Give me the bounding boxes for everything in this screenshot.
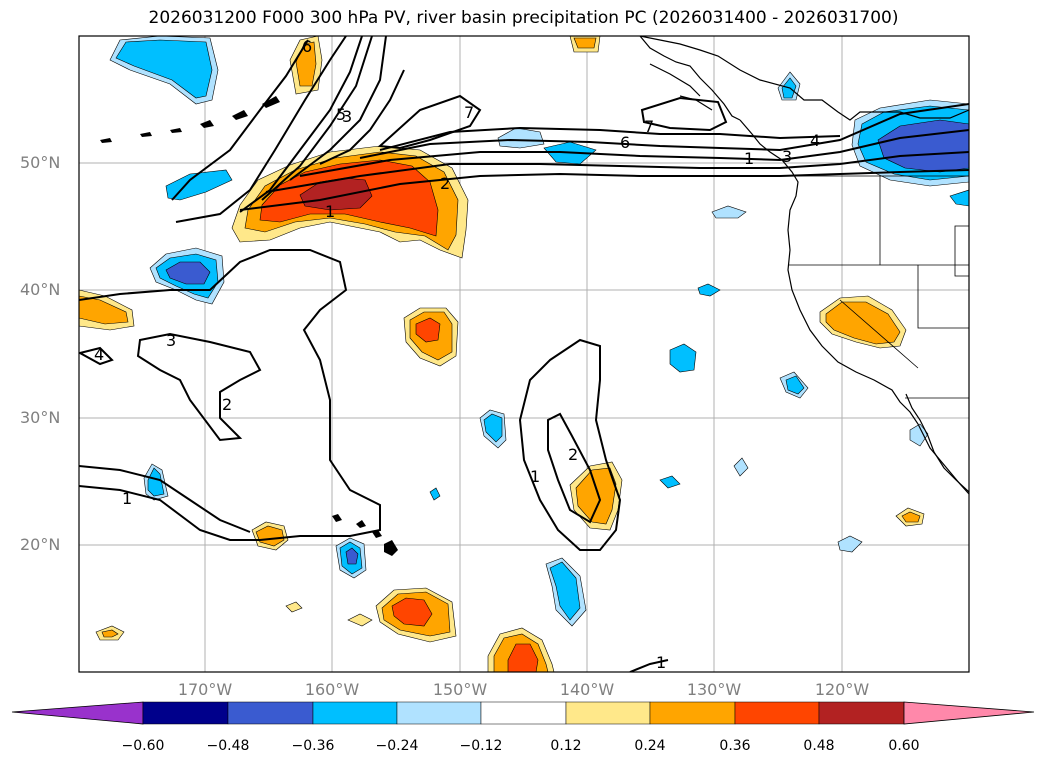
map-panel: 1 2 3 4 5 6 7 1 2 3 1 2 1 3 4 6 7 1: [78, 35, 970, 673]
map-frame: [78, 35, 970, 673]
contour-label: 1: [122, 489, 132, 508]
lon-label-170w: 170°W: [177, 680, 233, 699]
colorbar-segment: [142, 701, 229, 725]
lon-label-120w: 120°W: [814, 680, 870, 699]
lon-label-160w: 160°W: [304, 680, 360, 699]
state-borders: [788, 175, 969, 399]
colorbar-tick-label: 0.24: [634, 738, 666, 754]
colorbar-tick-label: 0.36: [719, 738, 751, 754]
contour-labels: 1 2 3 4 5 6 7 1 2 3 1 2 1 3 4 6 7 1: [94, 37, 820, 672]
contour-label: 5: [336, 105, 346, 124]
contour-label: 1: [656, 653, 666, 672]
contour-label: 3: [782, 147, 792, 166]
colorbar-tick-label: 0.48: [803, 738, 835, 754]
contour-label: 1: [325, 202, 335, 221]
colorbar-tick-label: −0.60: [121, 738, 165, 754]
colorbar-segment: [565, 701, 651, 725]
contour-label: 3: [166, 331, 176, 350]
colorbar-segment: [734, 701, 820, 725]
pv-contour-7-loop: [377, 94, 482, 150]
negative-precip-anomalies: [109, 36, 969, 627]
colorbar-extend-high: [903, 701, 1035, 725]
contour-label: 7: [644, 117, 654, 136]
lat-label-20n: 20°N: [20, 535, 61, 554]
colorbar-segment: [396, 701, 482, 725]
colorbar-tick-label: 0.12: [550, 738, 582, 754]
aleutian-islands: [100, 96, 280, 143]
colorbar-segment: [818, 701, 905, 725]
positive-precip-anomalies: [79, 36, 925, 672]
contour-label: 7: [464, 103, 474, 122]
lon-label-130w: 130°W: [686, 680, 742, 699]
colorbar-tick-label: −0.36: [291, 738, 335, 754]
colorbar-tick-label: −0.24: [375, 738, 419, 754]
contour-label: 2: [440, 174, 450, 193]
contour-label: 2: [222, 395, 232, 414]
contour-label: 1: [530, 467, 540, 486]
colorbar-segment: [227, 701, 314, 725]
contour-label: 4: [810, 131, 820, 150]
colorbar: [11, 701, 1035, 725]
lat-label-30n: 30°N: [20, 408, 61, 427]
colorbar-segment: [480, 701, 567, 725]
pv-contours: [79, 36, 969, 672]
lat-label-50n: 50°N: [20, 153, 61, 172]
lat-label-40n: 40°N: [20, 280, 61, 299]
contour-label: 6: [302, 37, 312, 56]
colorbar-segment: [312, 701, 398, 725]
colorbar-tick-label: 0.60: [888, 738, 920, 754]
colorbar-tick-label: −0.12: [459, 738, 503, 754]
lon-label-150w: 150°W: [432, 680, 488, 699]
colorbar-segment: [649, 701, 736, 725]
contour-label: 4: [94, 345, 104, 364]
contour-label: 2: [568, 445, 578, 464]
colorbar-tick-label: −0.48: [206, 738, 250, 754]
lon-label-140w: 140°W: [559, 680, 615, 699]
contour-label: 1: [744, 149, 754, 168]
contour-label: 3: [342, 107, 352, 126]
colorbar-extend-low: [11, 701, 144, 725]
map-title: 2026031200 F000 300 hPa PV, river basin …: [148, 8, 899, 28]
contour-label: 6: [620, 133, 630, 152]
